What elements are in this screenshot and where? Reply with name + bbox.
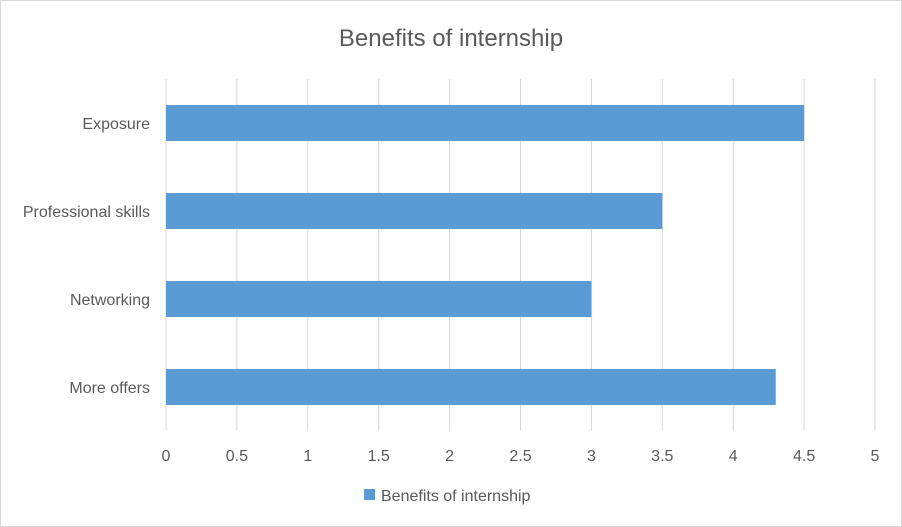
bar [166, 369, 776, 405]
x-tick-label: 4 [729, 448, 738, 465]
category-label: More offers [69, 380, 150, 397]
x-tick-label: 3.5 [651, 448, 673, 465]
legend-swatch [364, 489, 375, 500]
x-tick-label: 0.5 [226, 448, 248, 465]
x-tick-label: 1.5 [368, 448, 390, 465]
value-axis-labels: 0 0.5 1 1.5 2 2.5 3 3.5 4 4.5 5 [162, 448, 880, 465]
bar [166, 193, 663, 229]
x-tick-label: 2 [445, 448, 454, 465]
category-label: Networking [70, 292, 150, 309]
bar [166, 105, 805, 141]
category-label: Professional skills [23, 204, 150, 221]
x-tick-label: 5 [871, 448, 880, 465]
bars [166, 105, 805, 405]
legend: Benefits of internship [364, 488, 531, 505]
x-tick-label: 3 [587, 448, 596, 465]
chart-title: Benefits of internship [339, 25, 563, 52]
x-tick-label: 1 [303, 448, 312, 465]
x-tick-label: 2.5 [509, 448, 531, 465]
bar [166, 281, 592, 317]
x-tick-label: 0 [162, 448, 171, 465]
category-label: Exposure [82, 116, 150, 133]
legend-label: Benefits of internship [381, 488, 531, 505]
category-axis-labels: Exposure Professional skills Networking Mor… [23, 116, 150, 397]
x-tick-label: 4.5 [793, 448, 815, 465]
